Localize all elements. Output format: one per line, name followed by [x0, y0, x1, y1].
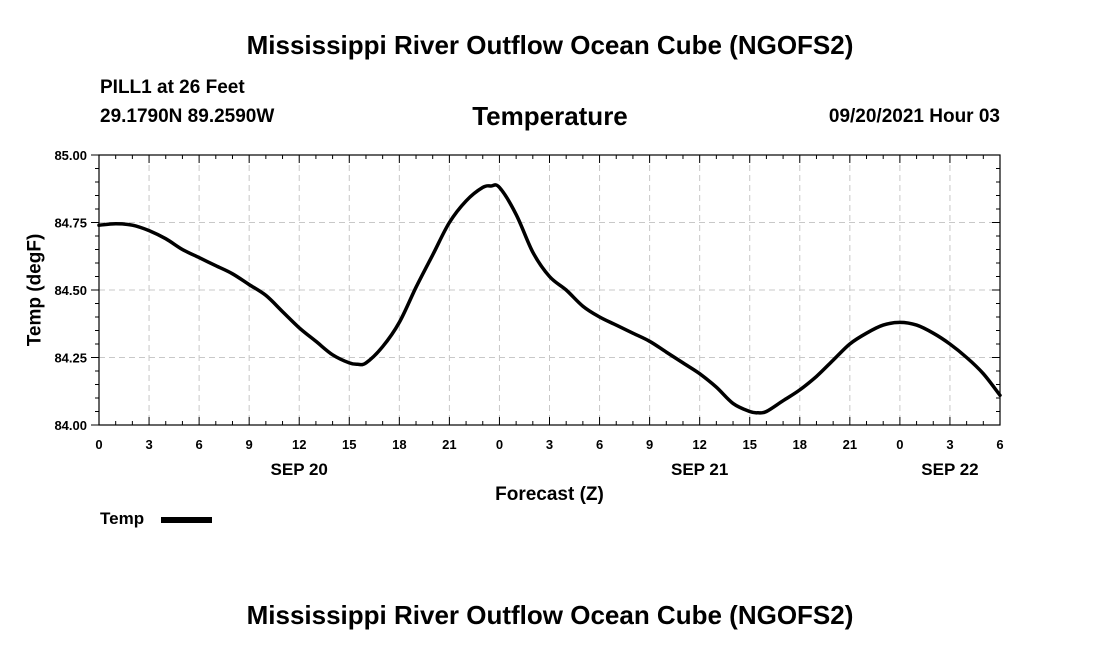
- axis-labels: 0 3 6 9 12 15 18 21 0 3 6 9 12 15 18 21 0 3 6 84.00 84.25 84.…: [54, 148, 1003, 479]
- legend-swatch-temp: [161, 517, 212, 523]
- x-tick-label: 21: [442, 437, 456, 452]
- x-tick-label: 21: [843, 437, 857, 452]
- x-tick-label: 0: [896, 437, 903, 452]
- x-tick-label: 18: [793, 437, 807, 452]
- x-tick-label: 15: [342, 437, 356, 452]
- x-tick-label: 3: [546, 437, 553, 452]
- datetime-label: 09/20/2021 Hour 03: [828, 106, 1000, 127]
- series-line-temp: [97, 183, 1002, 415]
- x-tick-label: 18: [392, 437, 406, 452]
- x-tick-label: 12: [292, 437, 306, 452]
- axis-ticks: [91, 154, 1001, 426]
- x-tick-label: 0: [496, 437, 503, 452]
- y-tick-label: 84.50: [54, 283, 87, 298]
- x-tick-label: 12: [692, 437, 706, 452]
- x-axis-label: Forecast (Z): [495, 484, 604, 505]
- x-tick-label: 0: [95, 437, 102, 452]
- chart-title: Temperature: [472, 101, 628, 131]
- y-tick-label: 84.25: [54, 351, 87, 366]
- bottom-title: Mississippi River Outflow Ocean Cube (NG…: [246, 600, 854, 630]
- x-date-label: SEP 21: [671, 460, 728, 479]
- y-tick-label: 84.75: [54, 216, 87, 231]
- x-tick-label: 9: [246, 437, 253, 452]
- x-tick-label: 15: [742, 437, 756, 452]
- x-tick-label: 6: [996, 437, 1003, 452]
- y-tick-label: 84.00: [54, 418, 87, 433]
- x-date-label: SEP 22: [921, 460, 978, 479]
- main-title: Mississippi River Outflow Ocean Cube (NG…: [246, 30, 854, 60]
- grid: [99, 155, 1000, 425]
- x-tick-label: 9: [646, 437, 653, 452]
- x-tick-label: 3: [946, 437, 953, 452]
- y-tick-label: 85.00: [54, 148, 87, 163]
- y-axis-label: Temp (degF): [25, 234, 46, 347]
- x-tick-label: 6: [195, 437, 202, 452]
- x-tick-label: 6: [596, 437, 603, 452]
- coordinates-label: 29.1790N 89.2590W: [100, 106, 275, 127]
- x-date-label: SEP 20: [271, 460, 328, 479]
- x-tick-label: 3: [145, 437, 152, 452]
- station-label: PILL1 at 26 Feet: [100, 77, 245, 98]
- legend-label-temp: Temp: [100, 509, 145, 528]
